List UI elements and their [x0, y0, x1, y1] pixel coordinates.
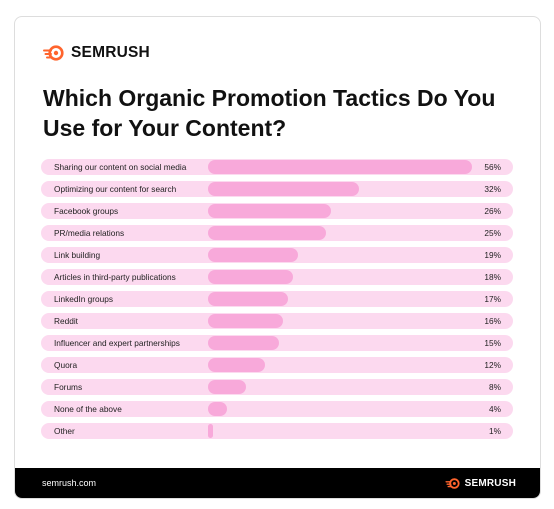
bar-track	[208, 335, 472, 351]
bar	[208, 270, 293, 284]
chart-row: Reddit 16%	[41, 313, 513, 329]
value-label: 26%	[484, 206, 501, 216]
category-label: PR/media relations	[54, 228, 125, 238]
category-label: Influencer and expert partnerships	[54, 338, 180, 348]
category-label: Other	[54, 426, 75, 436]
chart-row: PR/media relations 25%	[41, 225, 513, 241]
category-label: Link building	[54, 250, 101, 260]
chart-row: None of the above 4%	[41, 401, 513, 417]
category-label: LinkedIn groups	[54, 294, 114, 304]
bar	[208, 248, 298, 262]
bar-track	[208, 379, 472, 395]
bar	[208, 424, 213, 438]
category-label: Facebook groups	[54, 206, 119, 216]
chart-row: Optimizing our content for search 32%	[41, 181, 513, 197]
chart-row: Articles in third-party publications 18%	[41, 269, 513, 285]
category-label: Quora	[54, 360, 78, 370]
semrush-fire-icon	[445, 477, 460, 489]
bar	[208, 380, 246, 394]
bar-track	[208, 269, 472, 285]
semrush-fire-icon	[43, 45, 64, 61]
footer-url: semrush.com	[42, 478, 97, 488]
bar	[208, 336, 279, 350]
value-label: 1%	[489, 426, 501, 436]
page-title: Which Organic Promotion Tactics Do You U…	[43, 85, 496, 141]
chart-row: Influencer and expert partnerships 15%	[41, 335, 513, 351]
bar-track	[208, 225, 472, 241]
bar	[208, 160, 472, 174]
chart-row: Facebook groups 26%	[41, 203, 513, 219]
footer-bar: semrush.com SEMRUSH	[15, 468, 540, 498]
value-label: 32%	[484, 184, 501, 194]
chart-row: Forums 8%	[41, 379, 513, 395]
bar-track	[208, 357, 472, 373]
value-label: 18%	[484, 272, 501, 282]
bar	[208, 402, 227, 416]
bar-track	[208, 203, 472, 219]
category-label: Reddit	[54, 316, 78, 326]
value-label: 8%	[489, 382, 501, 392]
footer-brand: SEMRUSH	[445, 478, 516, 489]
category-label: Sharing our content on social media	[54, 162, 187, 172]
footer-brand-name: SEMRUSH	[464, 477, 516, 489]
category-label: None of the above	[54, 404, 122, 414]
category-label: Optimizing our content for search	[54, 184, 177, 194]
bar-track	[208, 291, 472, 307]
chart-row: Quora 12%	[41, 357, 513, 373]
bar-chart: Sharing our content on social media 56% Op…	[41, 159, 513, 449]
chart-row: Other 1%	[41, 423, 513, 439]
bar-track	[208, 401, 472, 417]
value-label: 16%	[484, 316, 501, 326]
value-label: 25%	[484, 228, 501, 238]
infographic-card: SEMRUSH Which Organic Promotion Tactics …	[14, 16, 541, 499]
brand-name: SEMRUSH	[71, 44, 150, 61]
bar-track	[208, 247, 472, 263]
category-label: Articles in third-party publications	[54, 272, 176, 282]
value-label: 19%	[484, 250, 501, 260]
bar	[208, 204, 331, 218]
bar	[208, 226, 326, 240]
value-label: 4%	[489, 404, 501, 414]
bar	[208, 292, 289, 306]
bar	[208, 182, 359, 196]
chart-row: LinkedIn groups 17%	[41, 291, 513, 307]
bar-track	[208, 423, 472, 439]
bar	[208, 358, 265, 372]
bar	[208, 314, 284, 328]
value-label: 12%	[484, 360, 501, 370]
chart-row: Sharing our content on social media 56%	[41, 159, 513, 175]
value-label: 17%	[484, 294, 501, 304]
chart-row: Link building 19%	[41, 247, 513, 263]
bar-track	[208, 159, 472, 175]
brand-header: SEMRUSH	[43, 44, 150, 62]
value-label: 56%	[484, 162, 501, 172]
value-label: 15%	[484, 338, 501, 348]
bar-track	[208, 313, 472, 329]
bar-track	[208, 181, 472, 197]
category-label: Forums	[54, 382, 83, 392]
